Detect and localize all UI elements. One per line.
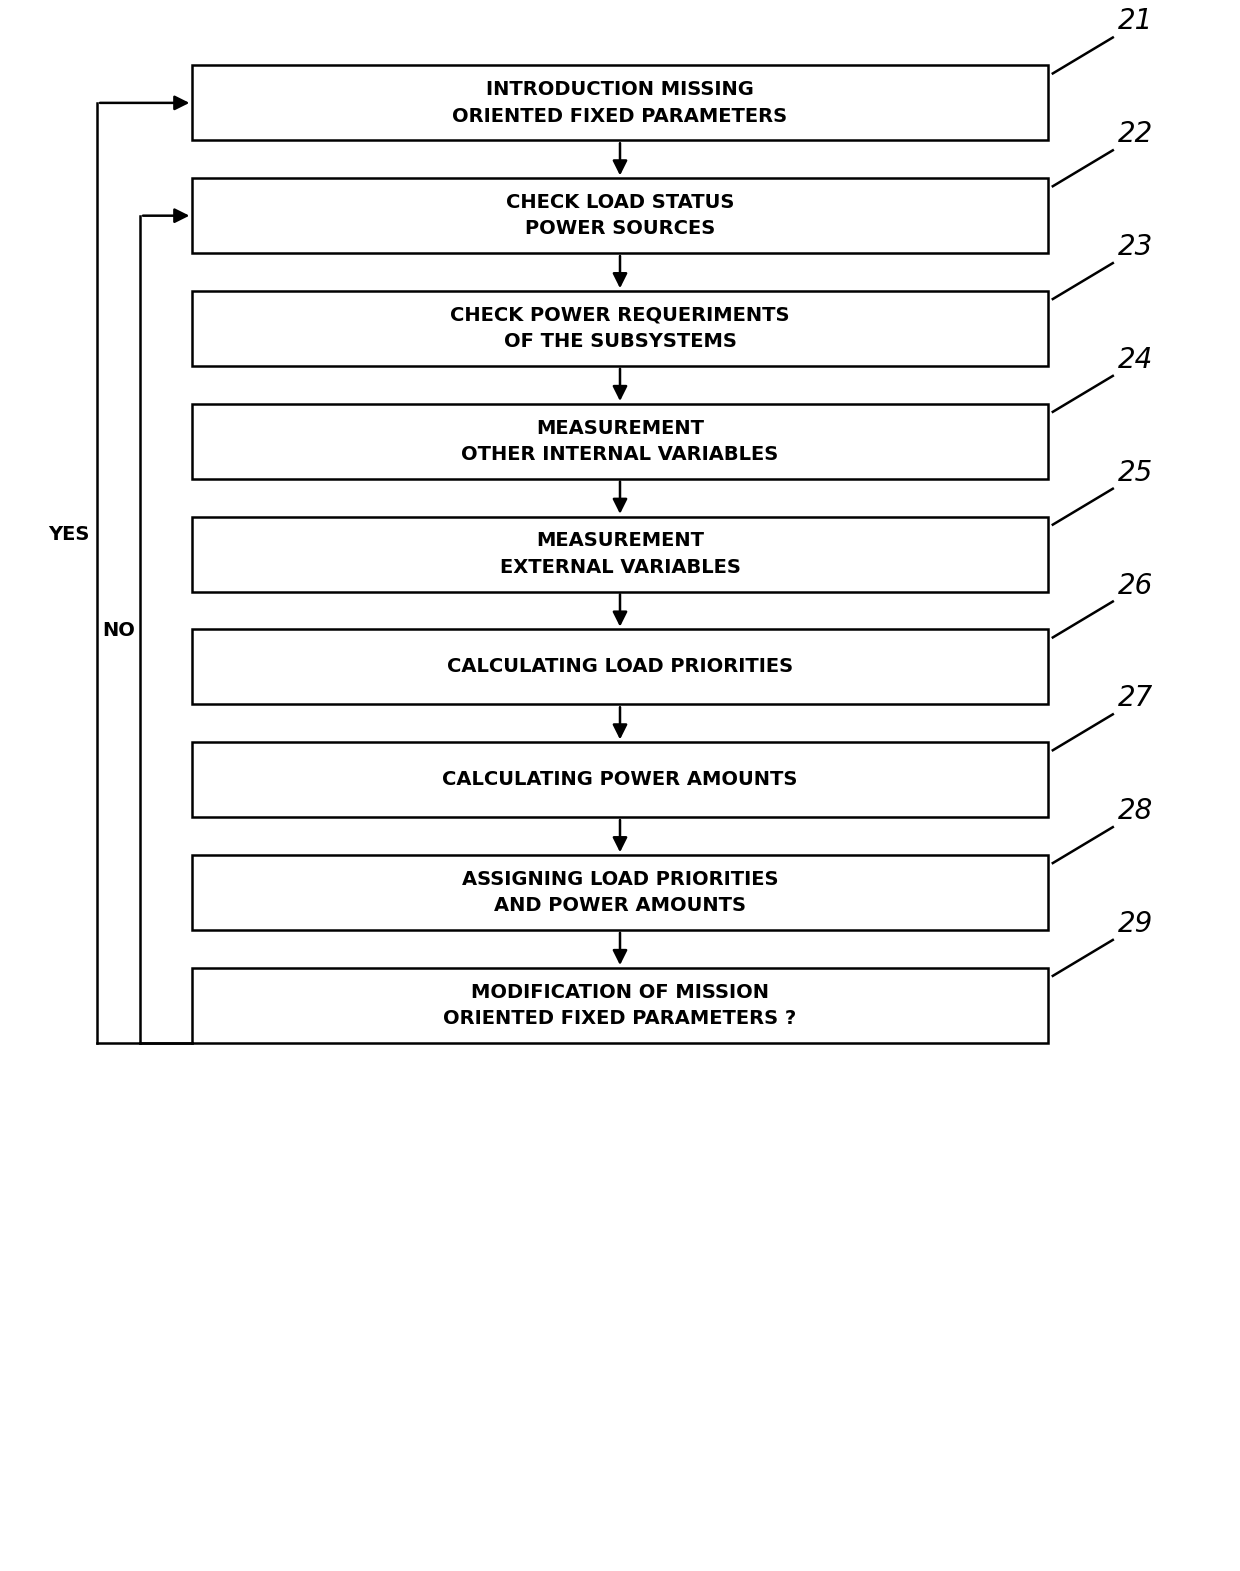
Text: 27: 27 xyxy=(1117,685,1153,712)
Bar xyxy=(192,630,1048,704)
Text: 21: 21 xyxy=(1117,8,1153,36)
Text: YES: YES xyxy=(48,525,89,544)
Bar xyxy=(192,855,1048,930)
Text: CALCULATING POWER AMOUNTS: CALCULATING POWER AMOUNTS xyxy=(443,770,797,789)
Bar xyxy=(192,968,1048,1043)
Text: CALCULATING LOAD PRIORITIES: CALCULATING LOAD PRIORITIES xyxy=(446,657,794,677)
Bar xyxy=(192,517,1048,592)
Text: 26: 26 xyxy=(1117,572,1153,600)
Text: ASSIGNING LOAD PRIORITIES
AND POWER AMOUNTS: ASSIGNING LOAD PRIORITIES AND POWER AMOU… xyxy=(461,870,779,916)
Text: 23: 23 xyxy=(1117,233,1153,261)
Bar xyxy=(192,66,1048,140)
Text: 28: 28 xyxy=(1117,796,1153,825)
Text: CHECK LOAD STATUS
POWER SOURCES: CHECK LOAD STATUS POWER SOURCES xyxy=(506,193,734,239)
Text: CHECK POWER REQUERIMENTS
OF THE SUBSYSTEMS: CHECK POWER REQUERIMENTS OF THE SUBSYSTE… xyxy=(450,306,790,352)
Text: 25: 25 xyxy=(1117,459,1153,487)
Text: 24: 24 xyxy=(1117,346,1153,374)
Text: INTRODUCTION MISSING
ORIENTED FIXED PARAMETERS: INTRODUCTION MISSING ORIENTED FIXED PARA… xyxy=(453,80,787,126)
Bar xyxy=(192,742,1048,817)
Text: MEASUREMENT
EXTERNAL VARIABLES: MEASUREMENT EXTERNAL VARIABLES xyxy=(500,531,740,577)
Text: MEASUREMENT
OTHER INTERNAL VARIABLES: MEASUREMENT OTHER INTERNAL VARIABLES xyxy=(461,418,779,463)
Text: 29: 29 xyxy=(1117,910,1153,938)
Text: MODIFICATION OF MISSION
ORIENTED FIXED PARAMETERS ?: MODIFICATION OF MISSION ORIENTED FIXED P… xyxy=(444,982,796,1027)
Text: 22: 22 xyxy=(1117,121,1153,148)
Bar xyxy=(192,291,1048,366)
Bar xyxy=(192,404,1048,479)
Text: NO: NO xyxy=(103,621,135,639)
Bar xyxy=(192,178,1048,253)
